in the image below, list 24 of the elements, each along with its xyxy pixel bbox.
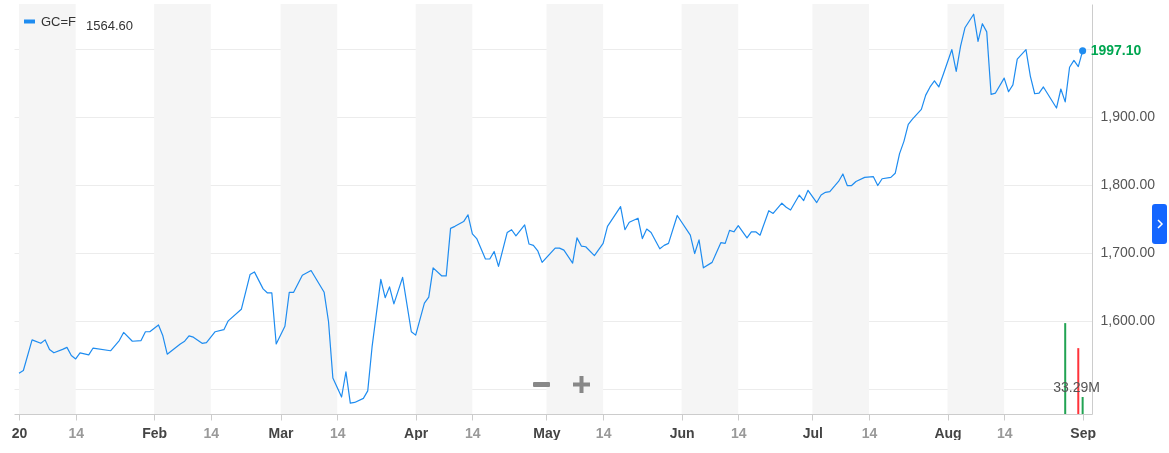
x-tick-label: Aug [934,424,962,441]
x-tick-label: 20 [11,424,28,441]
x-tick-label: 14 [730,424,747,441]
x-tick-label: 14 [996,424,1013,441]
data-label: 1997.10 [1090,41,1142,58]
x-tick-label: May [533,424,561,441]
x-tick-label: Jun [669,424,695,441]
y-tick-label: 1,800.00 [1100,176,1156,193]
legend-label: GC=F [41,13,77,29]
annotation: 1564.60 [86,18,133,33]
x-tick-label: 14 [595,424,612,441]
y-tick-label: 1,600.00 [1100,312,1156,329]
x-tick-label: Mar [268,424,295,441]
x-tick-label: Apr [404,424,429,441]
x-tick-label: Sep [1070,424,1096,441]
x-tick-label: 14 [203,424,220,441]
x-tick-label: 14 [465,424,481,441]
x-tick-label: Feb [142,424,168,441]
x-tick-label: 14 [68,424,85,441]
y-tick-label: 1,900.00 [1100,108,1156,125]
x-tick-label: Jul [802,424,823,441]
x-tick-label: 14 [329,424,346,441]
y-tick-label: 1,700.00 [1100,244,1156,261]
x-tick-label: 14 [861,424,878,441]
